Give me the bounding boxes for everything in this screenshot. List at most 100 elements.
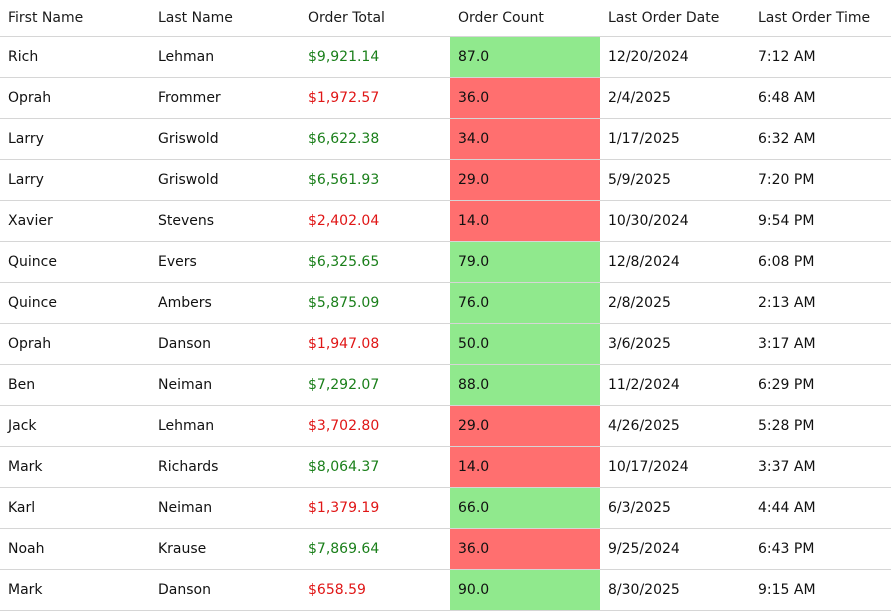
table-row[interactable]: Quince Evers $6,325.65 79.0 12/8/2024 6:08 PM (0, 242, 891, 283)
last-order-time-cell[interactable]: 6:32 AM (758, 131, 816, 147)
last-order-date-cell[interactable]: 1/17/2025 (608, 131, 680, 147)
last-name-cell[interactable]: Ambers (158, 295, 212, 311)
last-name-cell[interactable]: Lehman (158, 418, 215, 434)
last-name-cell[interactable]: Lehman (158, 49, 215, 65)
first-name-cell[interactable]: Larry (8, 131, 44, 147)
column-header-last-order-date[interactable]: Last Order Date (608, 10, 720, 26)
first-name-cell[interactable]: Oprah (8, 90, 52, 106)
last-order-date-cell[interactable]: 4/26/2025 (608, 418, 680, 434)
last-order-time-cell[interactable]: 6:29 PM (758, 377, 815, 393)
last-order-time-cell[interactable]: 5:28 PM (758, 418, 815, 434)
last-name-cell[interactable]: Krause (158, 541, 207, 557)
order-count-cell[interactable]: 76.0 (450, 283, 600, 323)
first-name-cell[interactable]: Mark (8, 582, 43, 598)
column-header-last-order-time[interactable]: Last Order Time (758, 10, 871, 26)
order-count-cell[interactable]: 29.0 (450, 406, 600, 446)
last-order-date-cell[interactable]: 9/25/2024 (608, 541, 680, 557)
table-row[interactable]: Quince Ambers $5,875.09 76.0 2/8/2025 2:13 AM (0, 283, 891, 324)
last-order-date-cell[interactable]: 10/17/2024 (608, 459, 689, 475)
first-name-cell[interactable]: Karl (8, 500, 36, 516)
last-order-time-cell[interactable]: 3:37 AM (758, 459, 816, 475)
last-name-cell[interactable]: Neiman (158, 377, 213, 393)
last-name-cell[interactable]: Richards (158, 459, 219, 475)
order-total-cell[interactable]: $8,064.37 (308, 459, 380, 475)
table-row[interactable]: Oprah Danson $1,947.08 50.0 3/6/2025 3:17 AM (0, 324, 891, 365)
last-order-time-cell[interactable]: 3:17 AM (758, 336, 816, 352)
table-row[interactable]: Xavier Stevens $2,402.04 14.0 10/30/2024 9:54… (0, 201, 891, 242)
last-order-time-cell[interactable]: 6:43 PM (758, 541, 815, 557)
first-name-cell[interactable]: Oprah (8, 336, 52, 352)
last-order-time-cell[interactable]: 4:44 AM (758, 500, 816, 516)
first-name-cell[interactable]: Rich (8, 49, 39, 65)
column-header-order-total[interactable]: Order Total (308, 10, 385, 26)
order-count-cell[interactable]: 36.0 (450, 78, 600, 118)
order-total-cell[interactable]: $5,875.09 (308, 295, 380, 311)
order-total-cell[interactable]: $658.59 (308, 582, 366, 598)
last-name-cell[interactable]: Danson (158, 582, 211, 598)
last-name-cell[interactable]: Griswold (158, 172, 219, 188)
last-order-time-cell[interactable]: 6:48 AM (758, 90, 816, 106)
last-order-date-cell[interactable]: 5/9/2025 (608, 172, 671, 188)
last-order-date-cell[interactable]: 12/20/2024 (608, 49, 689, 65)
order-total-cell[interactable]: $9,921.14 (308, 49, 380, 65)
last-name-cell[interactable]: Griswold (158, 131, 219, 147)
table-row[interactable]: Rich Lehman $9,921.14 87.0 12/20/2024 7:12 AM (0, 37, 891, 78)
order-count-cell[interactable]: 14.0 (450, 201, 600, 241)
table-row[interactable]: Mark Richards $8,064.37 14.0 10/17/2024 3:37 … (0, 447, 891, 488)
first-name-cell[interactable]: Xavier (8, 213, 53, 229)
first-name-cell[interactable]: Ben (8, 377, 36, 393)
last-order-date-cell[interactable]: 2/8/2025 (608, 295, 671, 311)
order-count-cell[interactable]: 66.0 (450, 488, 600, 528)
column-header-order-count[interactable]: Order Count (458, 10, 544, 26)
table-row[interactable]: Noah Krause $7,869.64 36.0 9/25/2024 6:43 PM (0, 529, 891, 570)
first-name-cell[interactable]: Mark (8, 459, 43, 475)
last-order-time-cell[interactable]: 9:15 AM (758, 582, 816, 598)
last-order-time-cell[interactable]: 2:13 AM (758, 295, 816, 311)
first-name-cell[interactable]: Quince (8, 295, 57, 311)
last-order-time-cell[interactable]: 7:20 PM (758, 172, 815, 188)
order-count-cell[interactable]: 88.0 (450, 365, 600, 405)
last-name-cell[interactable]: Danson (158, 336, 211, 352)
order-count-cell[interactable]: 29.0 (450, 160, 600, 200)
last-order-date-cell[interactable]: 2/4/2025 (608, 90, 671, 106)
order-total-cell[interactable]: $7,292.07 (308, 377, 380, 393)
column-header-last-name[interactable]: Last Name (158, 10, 233, 26)
first-name-cell[interactable]: Noah (8, 541, 45, 557)
last-order-date-cell[interactable]: 11/2/2024 (608, 377, 680, 393)
table-row[interactable]: Larry Griswold $6,622.38 34.0 1/17/2025 6:32 … (0, 119, 891, 160)
last-order-time-cell[interactable]: 6:08 PM (758, 254, 815, 270)
last-name-cell[interactable]: Evers (158, 254, 197, 270)
column-header-first-name[interactable]: First Name (8, 10, 84, 26)
last-order-date-cell[interactable]: 10/30/2024 (608, 213, 689, 229)
table-row[interactable]: Oprah Frommer $1,972.57 36.0 2/4/2025 6:48 AM (0, 78, 891, 119)
order-total-cell[interactable]: $3,702.80 (308, 418, 380, 434)
order-count-cell[interactable]: 14.0 (450, 447, 600, 487)
last-order-time-cell[interactable]: 9:54 PM (758, 213, 815, 229)
last-name-cell[interactable]: Neiman (158, 500, 213, 516)
order-total-cell[interactable]: $2,402.04 (308, 213, 380, 229)
first-name-cell[interactable]: Larry (8, 172, 44, 188)
last-name-cell[interactable]: Stevens (158, 213, 215, 229)
order-total-cell[interactable]: $1,947.08 (308, 336, 380, 352)
last-order-date-cell[interactable]: 6/3/2025 (608, 500, 671, 516)
last-order-date-cell[interactable]: 8/30/2025 (608, 582, 680, 598)
order-count-cell[interactable]: 36.0 (450, 529, 600, 569)
order-total-cell[interactable]: $7,869.64 (308, 541, 380, 557)
table-row[interactable]: Karl Neiman $1,379.19 66.0 6/3/2025 4:44 AM (0, 488, 891, 529)
last-name-cell[interactable]: Frommer (158, 90, 221, 106)
table-row[interactable]: Ben Neiman $7,292.07 88.0 11/2/2024 6:29 PM (0, 365, 891, 406)
order-total-cell[interactable]: $1,972.57 (308, 90, 380, 106)
order-count-cell[interactable]: 50.0 (450, 324, 600, 364)
table-row[interactable]: Larry Griswold $6,561.93 29.0 5/9/2025 7:20 P… (0, 160, 891, 201)
table-row[interactable]: Jack Lehman $3,702.80 29.0 4/26/2025 5:28 PM (0, 406, 891, 447)
first-name-cell[interactable]: Jack (8, 418, 37, 434)
order-total-cell[interactable]: $6,622.38 (308, 131, 380, 147)
order-count-cell[interactable]: 87.0 (450, 37, 600, 77)
order-count-cell[interactable]: 79.0 (450, 242, 600, 282)
order-count-cell[interactable]: 90.0 (450, 570, 600, 610)
order-total-cell[interactable]: $1,379.19 (308, 500, 380, 516)
order-count-cell[interactable]: 34.0 (450, 119, 600, 159)
last-order-date-cell[interactable]: 12/8/2024 (608, 254, 680, 270)
order-total-cell[interactable]: $6,325.65 (308, 254, 380, 270)
last-order-date-cell[interactable]: 3/6/2025 (608, 336, 671, 352)
